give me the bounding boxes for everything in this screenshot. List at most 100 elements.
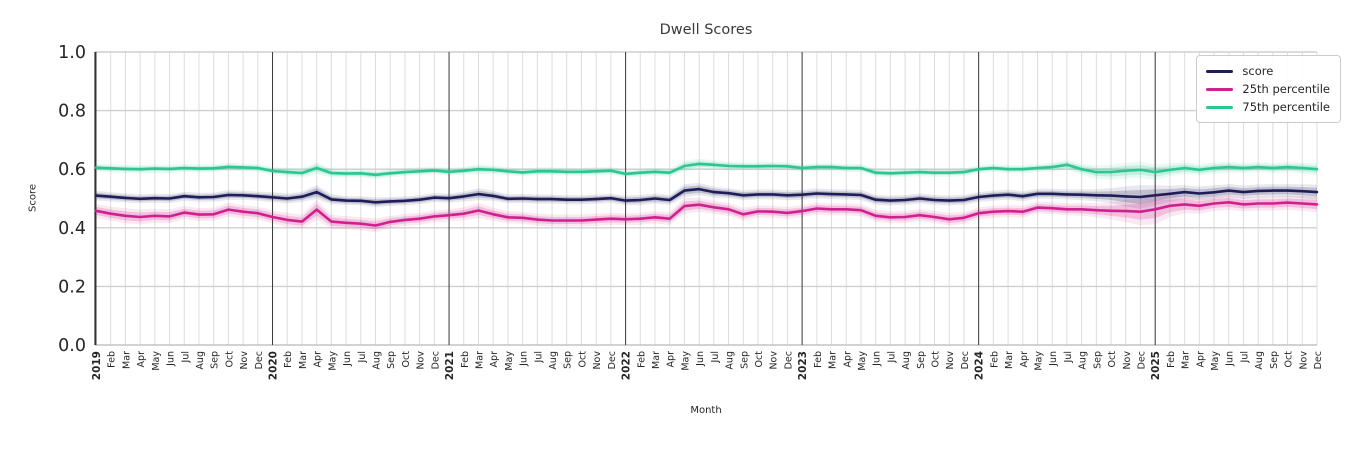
svg-text:2019: 2019 [91,351,103,380]
svg-text:Oct: Oct [1107,351,1118,368]
svg-text:Mar: Mar [121,351,132,369]
svg-text:May: May [1210,351,1221,371]
svg-text:0.4: 0.4 [58,219,86,239]
svg-text:May: May [151,351,162,371]
svg-text:Jul: Jul [710,351,721,363]
svg-text:Mar: Mar [651,351,662,369]
svg-text:Nov: Nov [239,351,250,370]
svg-text:Oct: Oct [401,351,412,368]
series-line [94,187,1319,204]
legend: score 25th percentile 75th percentile [1196,55,1341,123]
svg-text:Jun: Jun [1225,351,1236,367]
svg-text:2020: 2020 [268,351,280,380]
svg-text:Nov: Nov [1298,351,1309,370]
svg-text:Jul: Jul [1063,351,1074,363]
svg-text:Aug: Aug [372,351,383,370]
year-separators [94,52,1156,345]
svg-text:Oct: Oct [931,351,942,368]
svg-text:Mar: Mar [1004,351,1015,369]
svg-text:Apr: Apr [136,351,147,368]
svg-text:May: May [680,351,691,371]
svg-text:Dec: Dec [254,351,265,369]
series-score [94,183,1319,209]
svg-text:0.6: 0.6 [58,160,86,180]
svg-text:Apr: Apr [1019,351,1030,368]
svg-text:Sep: Sep [739,351,750,369]
y-tick-labels: 0.0 0.2 0.4 0.6 0.8 1.0 [58,43,86,356]
svg-text:0.2: 0.2 [58,277,86,297]
series-line [94,201,1319,227]
svg-text:Jun: Jun [166,351,177,367]
svg-text:Nov: Nov [769,351,780,370]
chart-title: Dwell Scores [659,22,753,38]
svg-text:Feb: Feb [813,351,824,368]
svg-text:Sep: Sep [563,351,574,369]
svg-text:Mar: Mar [474,351,485,369]
svg-text:Jun: Jun [342,351,353,367]
svg-text:Mar: Mar [828,351,839,369]
svg-text:Nov: Nov [945,351,956,370]
svg-text:Apr: Apr [489,351,500,368]
svg-text:Aug: Aug [1078,351,1089,370]
svg-text:Dec: Dec [607,351,618,369]
svg-text:Sep: Sep [386,351,397,369]
svg-text:Aug: Aug [901,351,912,370]
svg-text:Dec: Dec [1136,351,1147,369]
svg-text:Apr: Apr [666,351,677,368]
svg-text:Dec: Dec [783,351,794,369]
svg-text:Dec: Dec [1313,351,1324,369]
svg-text:Jul: Jul [886,351,897,363]
svg-text:Oct: Oct [754,351,765,368]
x-tick-labels: 2019 Feb Mar Apr May Jun Jul Aug Sep Oct Nov Dec 202… [91,351,1324,381]
svg-text:Nov: Nov [592,351,603,370]
svg-text:Sep: Sep [1092,351,1103,369]
legend-item-75th-percentile: 75th percentile [1206,98,1330,116]
svg-text:Mar: Mar [1181,351,1192,369]
svg-text:Sep: Sep [1269,351,1280,369]
svg-text:May: May [504,351,515,371]
legend-line-swatch [1206,69,1234,73]
confidence-band [96,183,1317,209]
svg-text:Dec: Dec [960,351,971,369]
svg-text:Aug: Aug [725,351,736,370]
svg-text:Sep: Sep [916,351,927,369]
svg-text:Oct: Oct [224,351,235,368]
x-axis-label: Month [690,405,722,416]
svg-text:Aug: Aug [1254,351,1265,370]
svg-text:May: May [327,351,338,371]
svg-text:Jul: Jul [357,351,368,363]
svg-text:Feb: Feb [1166,351,1177,368]
svg-text:Nov: Nov [1122,351,1133,370]
svg-text:2022: 2022 [621,351,633,380]
svg-text:Apr: Apr [313,351,324,368]
svg-text:Aug: Aug [195,351,206,370]
svg-text:Jul: Jul [533,351,544,363]
legend-label: 25th percentile [1242,82,1330,96]
svg-text:Oct: Oct [1284,351,1295,368]
series-25th-percentile [94,194,1319,233]
legend-item-25th-percentile: 25th percentile [1206,80,1330,98]
legend-label: 75th percentile [1242,100,1330,114]
svg-text:Apr: Apr [842,351,853,368]
svg-text:Feb: Feb [107,351,118,368]
svg-text:0.8: 0.8 [58,102,86,122]
confidence-band [96,158,1317,181]
svg-text:2021: 2021 [444,351,456,380]
svg-text:Jul: Jul [1239,351,1250,363]
svg-text:Jun: Jun [695,351,706,367]
svg-text:1.0: 1.0 [58,43,86,63]
svg-text:Feb: Feb [989,351,1000,368]
svg-text:Nov: Nov [416,351,427,370]
svg-text:Feb: Feb [283,351,294,368]
legend-line-swatch [1206,87,1234,91]
svg-text:Feb: Feb [636,351,647,368]
svg-text:Jul: Jul [180,351,191,363]
legend-item-score: score [1206,62,1330,80]
svg-text:Jun: Jun [519,351,530,367]
svg-text:Apr: Apr [1195,351,1206,368]
svg-text:0.0: 0.0 [58,336,86,356]
svg-text:Sep: Sep [210,351,221,369]
svg-text:May: May [1033,351,1044,371]
